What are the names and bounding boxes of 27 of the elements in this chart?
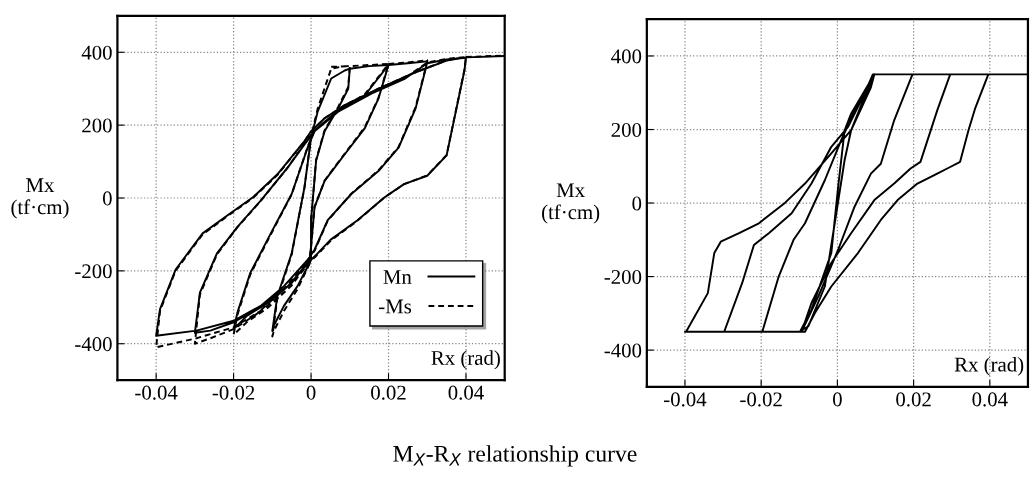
x-tick-label: -0.04 — [664, 392, 707, 407]
x-tick-label: 0.04 — [448, 385, 484, 400]
y-tick-label: -400 — [75, 337, 112, 352]
x-tick-label: -0.04 — [135, 385, 178, 400]
x-tick-label: 0.02 — [371, 385, 406, 400]
y-tick-label: -400 — [604, 343, 642, 358]
x-axis-title: Rx (rad) — [954, 356, 1024, 376]
legend-label: Mn — [383, 270, 412, 284]
x-tick-label: -0.02 — [212, 385, 255, 400]
y-tick-label: 0 — [102, 191, 112, 206]
x-tick-label: -0.02 — [740, 392, 782, 407]
y-axis-title: Mx (tf·cm) — [11, 178, 69, 219]
y-tick-label: 0 — [632, 196, 642, 211]
y-tick-label: 200 — [611, 122, 642, 137]
x-tick-label: 0 — [306, 385, 316, 400]
y-tick-label: -200 — [75, 264, 112, 279]
y-tick-label: 400 — [81, 45, 112, 60]
y-axis-title: Mx (tf·cm) — [542, 183, 600, 224]
text: M$_{X}$-R$_{X}$ relationship curve — [393, 445, 637, 467]
legend-label: -Ms — [379, 299, 412, 314]
x-axis-title: Rx (rad) — [431, 350, 500, 370]
y-tick-label: 200 — [82, 118, 112, 133]
y-tick-label: 400 — [611, 49, 642, 64]
x-tick-label: 0.02 — [896, 392, 931, 407]
x-tick-label: 0.04 — [972, 392, 1008, 407]
x-tick-label: 0 — [832, 392, 842, 407]
y-tick-label: -200 — [604, 269, 642, 285]
